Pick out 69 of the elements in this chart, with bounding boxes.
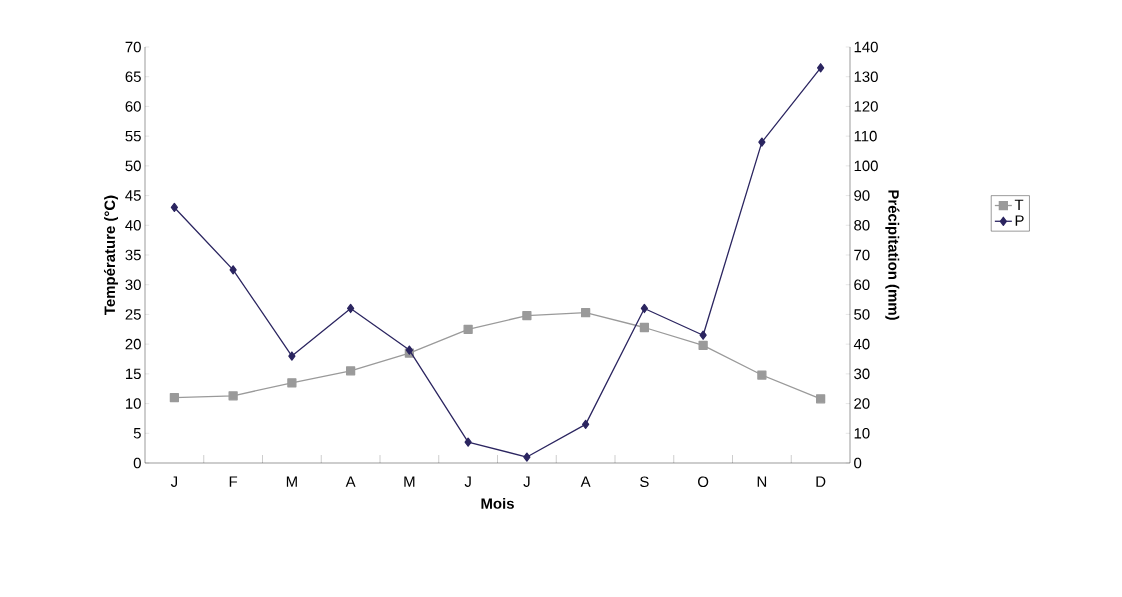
x-tick-label: J bbox=[523, 476, 530, 487]
y2-tick-label: 130 bbox=[854, 71, 878, 82]
point bbox=[758, 137, 766, 147]
y2-tick-label: 70 bbox=[854, 249, 870, 261]
point bbox=[581, 419, 590, 430]
y-tick-label: 40 bbox=[125, 219, 141, 231]
y2-tick-label: 140 bbox=[854, 41, 878, 53]
x-tick-label: N bbox=[757, 476, 767, 487]
x-tick-label: A bbox=[580, 476, 591, 487]
y2-tick-label: 60 bbox=[854, 279, 870, 290]
y-tick-label: 50 bbox=[125, 160, 141, 172]
y2-tick-label: 40 bbox=[853, 338, 870, 350]
y-axis-title: Température (°C) bbox=[103, 195, 119, 315]
y-tick-label: 55 bbox=[125, 130, 141, 142]
point bbox=[229, 265, 237, 275]
y2-tick-label: 120 bbox=[854, 101, 878, 112]
point bbox=[523, 452, 531, 462]
y2-tick-label: 50 bbox=[854, 309, 870, 320]
point bbox=[580, 308, 591, 318]
x-axis-title: Mois bbox=[481, 497, 514, 509]
y2-tick-label: 30 bbox=[854, 368, 870, 380]
point bbox=[346, 303, 355, 314]
point bbox=[463, 324, 473, 334]
x-tick-label: D bbox=[816, 476, 826, 487]
y-tick-label: 60 bbox=[125, 101, 141, 112]
y-tick-label: 35 bbox=[125, 249, 141, 261]
point bbox=[169, 392, 180, 403]
y2-tick-label: 20 bbox=[854, 398, 870, 409]
point bbox=[170, 202, 179, 213]
y-tick-label: 25 bbox=[125, 309, 141, 320]
y2-tick-label: 100 bbox=[854, 160, 878, 172]
point bbox=[287, 378, 297, 388]
point bbox=[757, 370, 767, 380]
y2-tick-label: 90 bbox=[854, 190, 870, 201]
y-tick-label: 15 bbox=[126, 368, 141, 380]
point bbox=[464, 437, 472, 447]
point bbox=[699, 330, 707, 340]
x-tick-label: M bbox=[286, 476, 297, 487]
y-tick-label: 0 bbox=[133, 457, 141, 469]
x-tick-label: S bbox=[640, 476, 649, 488]
point bbox=[698, 340, 708, 350]
point bbox=[640, 303, 649, 314]
y-tick-label: 5 bbox=[133, 428, 141, 439]
y2-tick-label: 10 bbox=[854, 427, 870, 439]
y-tick-label: 30 bbox=[125, 279, 141, 290]
point bbox=[288, 351, 296, 361]
point bbox=[228, 391, 238, 401]
y2-axis-title: Précipitation (mm) bbox=[885, 190, 900, 320]
y-tick-label: 10 bbox=[126, 398, 141, 409]
y-tick-label: 20 bbox=[125, 338, 141, 350]
point bbox=[345, 366, 356, 376]
x-tick-label: F bbox=[229, 476, 238, 487]
point bbox=[639, 322, 650, 333]
x-tick-label: J bbox=[170, 476, 177, 487]
legend-label: T bbox=[1014, 199, 1024, 210]
x-tick-label: O bbox=[698, 476, 709, 488]
y2-tick-label: 110 bbox=[854, 130, 877, 142]
point bbox=[816, 394, 826, 404]
x-tick-label: A bbox=[345, 476, 356, 487]
y-tick-label: 70 bbox=[125, 41, 141, 53]
point bbox=[816, 63, 825, 73]
x-tick-label: J bbox=[464, 476, 471, 487]
y2-tick-label: 80 bbox=[854, 219, 870, 231]
y-tick-label: 45 bbox=[125, 190, 141, 201]
point bbox=[522, 310, 532, 321]
x-tick-label: M bbox=[404, 476, 415, 487]
y-tick-label: 65 bbox=[125, 71, 141, 82]
legend-label: P bbox=[1015, 215, 1024, 226]
y2-tick-label: 0 bbox=[854, 457, 862, 469]
